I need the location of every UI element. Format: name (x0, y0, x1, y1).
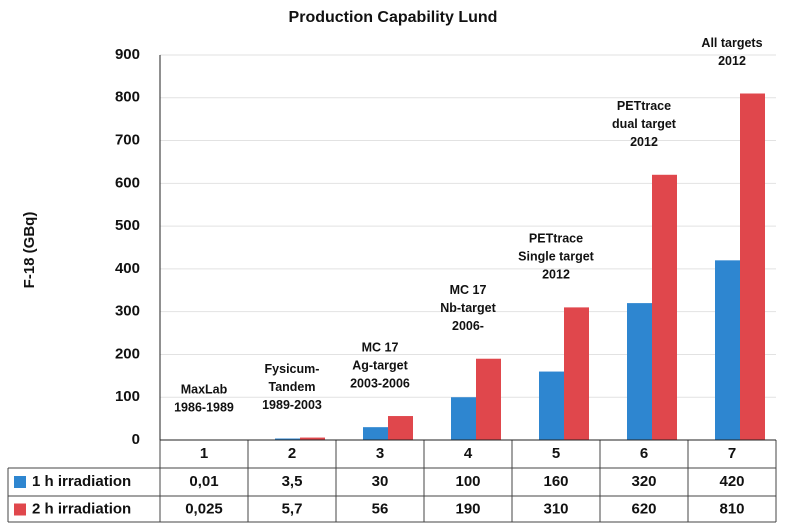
annotation: dual target (612, 117, 677, 131)
y-tick-label: 300 (115, 303, 140, 320)
x-tick-label: 4 (464, 445, 473, 462)
table-value: 810 (719, 500, 744, 517)
y-tick-label: 400 (115, 260, 140, 277)
y-tick-label: 500 (115, 217, 140, 234)
bar (627, 303, 652, 440)
table-value: 0,025 (185, 500, 223, 517)
annotation: PETtrace (529, 232, 583, 246)
y-tick-label: 100 (115, 388, 140, 405)
bar (564, 307, 589, 440)
x-tick-label: 1 (200, 445, 208, 462)
bar (715, 260, 740, 440)
bar (539, 371, 564, 440)
annotation: PETtrace (617, 99, 671, 113)
chart-title: Production Capability Lund (289, 9, 498, 26)
annotation: 2006- (452, 319, 484, 333)
y-tick-label: 900 (115, 46, 140, 63)
bar (652, 174, 677, 440)
table-value: 320 (631, 473, 656, 490)
legend-swatch (14, 503, 26, 516)
annotation: MaxLab (181, 382, 228, 396)
y-tick-label: 800 (115, 89, 140, 106)
y-tick-label: 200 (115, 345, 140, 362)
bar (363, 427, 388, 440)
bar (300, 437, 325, 440)
annotation: 2012 (542, 268, 570, 282)
table-value: 190 (455, 500, 480, 517)
y-tick-label: 600 (115, 174, 140, 191)
y-tick-label: 700 (115, 132, 140, 149)
x-tick-label: 5 (552, 445, 560, 462)
table-value: 56 (372, 500, 389, 517)
annotation: Nb-target (440, 301, 496, 315)
table-value: 310 (543, 500, 568, 517)
annotation: 2012 (718, 54, 746, 68)
annotation: Single target (518, 250, 595, 264)
annotation: All targets (701, 36, 762, 50)
x-tick-label: 7 (728, 445, 736, 462)
x-tick-label: 2 (288, 445, 296, 462)
y-axis-label: F-18 (GBq) (21, 212, 38, 289)
annotation: Tandem (269, 380, 316, 394)
annotation: 2003-2006 (350, 376, 410, 390)
bar (451, 397, 476, 440)
annotation: MC 17 (450, 283, 487, 297)
table-value: 30 (372, 473, 389, 490)
table-value: 160 (543, 473, 568, 490)
legend-label: 2 h irradiation (32, 500, 131, 517)
annotation: 1986-1989 (174, 400, 234, 414)
legend-swatch (14, 476, 26, 488)
table-value: 3,5 (282, 473, 303, 490)
bar (740, 93, 765, 440)
bar (388, 416, 413, 440)
bar (476, 358, 501, 440)
annotation: Fysicum- (265, 362, 320, 376)
legend-label: 1 h irradiation (32, 473, 131, 490)
bar (275, 438, 300, 440)
annotation: MC 17 (362, 340, 399, 354)
table-value: 620 (631, 500, 656, 517)
annotation: Ag-target (352, 358, 408, 372)
x-tick-label: 6 (640, 445, 648, 462)
table-value: 420 (719, 473, 744, 490)
annotation: 2012 (630, 135, 658, 149)
x-tick-label: 3 (376, 445, 384, 462)
table-value: 100 (455, 473, 480, 490)
table-value: 0,01 (189, 473, 218, 490)
annotation: 1989-2003 (262, 398, 322, 412)
y-tick-label: 0 (132, 431, 140, 448)
table-value: 5,7 (282, 500, 303, 517)
